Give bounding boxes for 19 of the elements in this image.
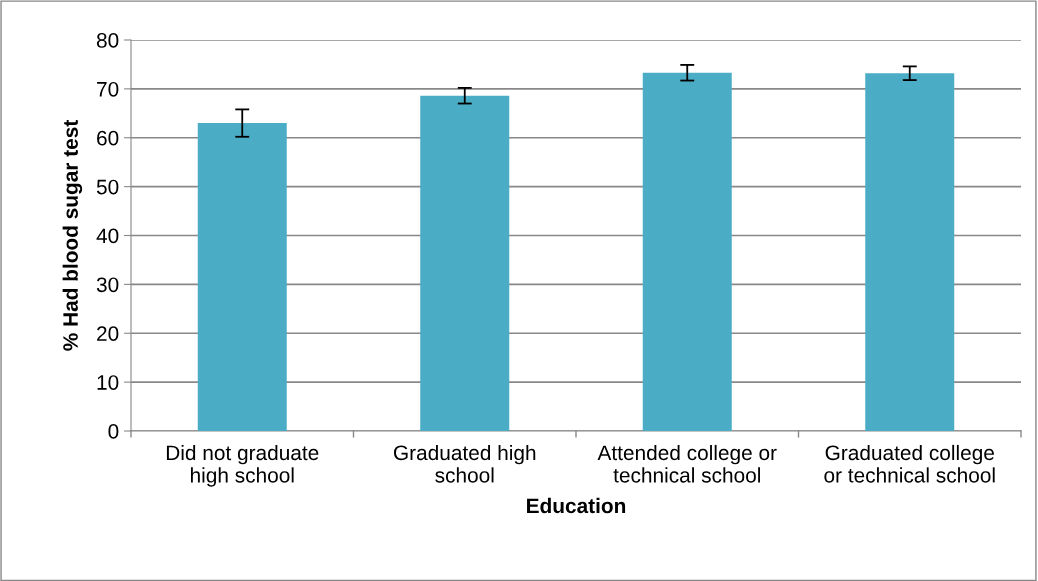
- y-tick-label: 20: [97, 326, 119, 341]
- y-tick-label: 40: [96, 228, 119, 244]
- bar: [197, 123, 287, 431]
- y-tick-label: 30: [96, 277, 119, 293]
- y-axis-title: % Had blood sugar test: [62, 119, 83, 351]
- bar: [865, 73, 955, 431]
- y-tick-label: 60: [97, 130, 119, 146]
- y-tick-label: 0: [108, 424, 119, 439]
- y-tick-label: 50: [96, 179, 119, 195]
- y-tick-label: 10: [97, 375, 119, 390]
- bar: [420, 95, 510, 431]
- bar: [642, 72, 732, 431]
- x-axis-title: Education: [527, 497, 626, 514]
- y-tick-label: 80: [96, 33, 119, 48]
- x-tick-label: Graduated high school: [393, 444, 536, 483]
- x-tick-label: Graduated college or technical school: [824, 444, 995, 483]
- x-tick-label: Did not graduate high school: [166, 444, 319, 487]
- y-tick-label: 70: [97, 81, 119, 97]
- x-tick-label: Attended college or technical school: [597, 444, 777, 483]
